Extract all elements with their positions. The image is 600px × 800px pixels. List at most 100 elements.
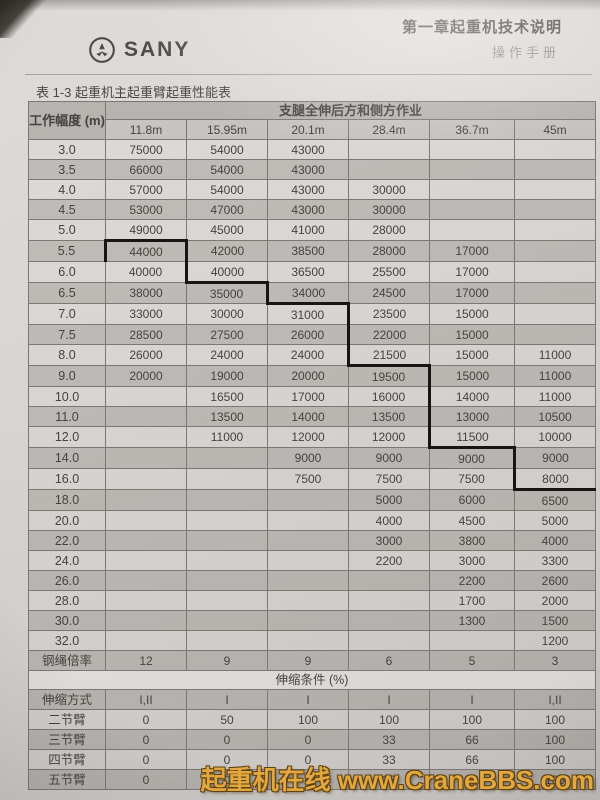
value-cell: 12000	[348, 426, 431, 448]
value-cell: 1700	[429, 590, 515, 611]
value-cell: 42000	[186, 240, 268, 262]
value-cell: 13000	[429, 406, 515, 427]
radius-cell: 22.0	[28, 530, 106, 551]
value-cell	[429, 179, 515, 200]
value-cell: 26000	[267, 324, 350, 345]
value-cell	[186, 447, 268, 469]
value-cell	[186, 550, 268, 571]
value-cell: 26000	[105, 344, 187, 366]
table-row: 16.0 7500 7500 7500 8000	[28, 468, 597, 491]
table-row: 二节臂 0 50 100 100 100 100	[28, 709, 597, 730]
value-cell	[105, 550, 187, 571]
radius-cell: 32.0	[28, 630, 106, 651]
radius-column-header: 工作幅度 (m)	[28, 101, 106, 140]
value-cell: 33	[348, 729, 430, 750]
value-cell: 36500	[267, 261, 349, 283]
table-row: 6.0 40000 40000 36500 25500 17000	[28, 261, 597, 283]
value-cell: I	[186, 689, 268, 710]
table-row: 5.5 44000 42000 38500 28000 17000	[28, 239, 597, 262]
value-cell: 3300	[513, 550, 597, 571]
radius-cell: 6.5	[28, 282, 106, 304]
value-cell	[105, 630, 187, 651]
value-cell: I	[348, 689, 430, 710]
value-cell: 3800	[429, 530, 515, 551]
radius-cell: 30.0	[28, 610, 106, 631]
value-cell: 47000	[186, 199, 268, 220]
value-cell	[429, 219, 515, 241]
chapter-title: 第一章起重机技术说明	[401, 19, 562, 36]
value-cell: 20000	[267, 365, 349, 387]
value-cell: 0	[105, 749, 187, 770]
value-cell	[429, 630, 515, 651]
value-cell: 8000	[513, 468, 597, 491]
table-row: 14.0 9000 9000 9000 9000	[28, 447, 597, 469]
boom-length-header: 11.8m	[105, 119, 187, 140]
value-cell: 9000	[513, 447, 597, 469]
value-cell	[105, 530, 187, 551]
value-cell: 54000	[186, 179, 268, 200]
radius-cell: 3.5	[28, 159, 106, 180]
value-cell	[186, 610, 268, 631]
table-row: 5.0 49000 45000 41000 28000	[28, 219, 597, 241]
value-cell: 12000	[267, 426, 349, 448]
value-cell: 38500	[267, 240, 349, 262]
value-cell	[105, 426, 187, 448]
value-cell	[105, 590, 187, 611]
watermark: 起重机在线 www.CraneBBS.com	[200, 765, 594, 795]
table-row: 18.0 5000 6000 6500	[28, 489, 597, 511]
table-row: 四节臂 0 0 0 33 66 100	[28, 749, 597, 770]
telescope-row-label: 四节臂	[28, 749, 106, 770]
radius-cell: 4.0	[28, 179, 106, 200]
value-cell: 43000	[267, 139, 349, 160]
value-cell	[267, 630, 349, 651]
value-cell: 2200	[348, 550, 430, 571]
table-row: 9.0 20000 19000 20000 19500 15000 11000	[28, 364, 597, 387]
value-cell: 75000	[105, 139, 187, 160]
radius-cell: 18.0	[28, 489, 106, 511]
value-cell: 100	[513, 729, 597, 750]
value-cell	[105, 468, 187, 490]
telescope-row-label: 二节臂	[28, 709, 106, 730]
value-cell: 13500	[186, 406, 268, 427]
table-row: 30.0 1300 1500	[28, 610, 597, 631]
radius-cell: 20.0	[28, 510, 106, 531]
table-row: 6.5 38000 35000 34000 24500 17000	[28, 281, 597, 304]
boom-length-header: 15.95m	[186, 119, 268, 140]
value-cell: 27500	[186, 324, 268, 345]
value-cell: 6	[348, 650, 430, 671]
value-cell: 15000	[429, 365, 515, 387]
table-row: 伸缩方式 I,II I I I I I,II	[28, 689, 597, 710]
value-cell: 100	[267, 709, 349, 730]
value-cell: 17000	[429, 240, 515, 262]
value-cell	[348, 630, 430, 651]
value-cell: 4000	[513, 530, 597, 551]
value-cell: 22000	[348, 324, 430, 345]
value-cell: 11500	[429, 426, 515, 449]
radius-cell: 7.5	[28, 324, 106, 345]
value-cell: 16000	[348, 386, 431, 407]
outrigger-span-header: 支腿全伸后方和侧方作业	[104, 101, 597, 120]
manual-label: 操作手册	[491, 45, 560, 60]
value-cell: 0	[105, 729, 187, 750]
value-cell: 0	[105, 769, 187, 790]
telescope-row-label: 三节臂	[28, 729, 106, 750]
value-cell	[186, 590, 268, 611]
load-chart-table: 工作幅度 (m) 支腿全伸后方和侧方作业 11.8m 15.95m 20.1m 28.…	[27, 101, 597, 790]
radius-cell: 11.0	[28, 406, 106, 427]
table-row: 三节臂 0 0 0 33 66 100	[28, 729, 597, 750]
value-cell	[513, 282, 597, 304]
value-cell: 33	[348, 769, 430, 790]
value-cell: 43000	[267, 179, 349, 200]
table-row: 22.0 3000 3800 4000	[28, 530, 597, 551]
value-cell: 31000	[267, 302, 350, 325]
value-cell: 100	[513, 709, 597, 730]
value-cell: 100	[429, 709, 515, 730]
value-cell: 15000	[429, 324, 515, 345]
value-cell	[105, 489, 187, 511]
value-cell: I	[429, 689, 515, 710]
table-row: 4.5 53000 47000 43000 30000	[28, 199, 597, 220]
telescope-row-label: 五节臂	[28, 769, 106, 790]
value-cell: 17000	[429, 282, 515, 304]
value-cell: 50	[186, 709, 268, 730]
